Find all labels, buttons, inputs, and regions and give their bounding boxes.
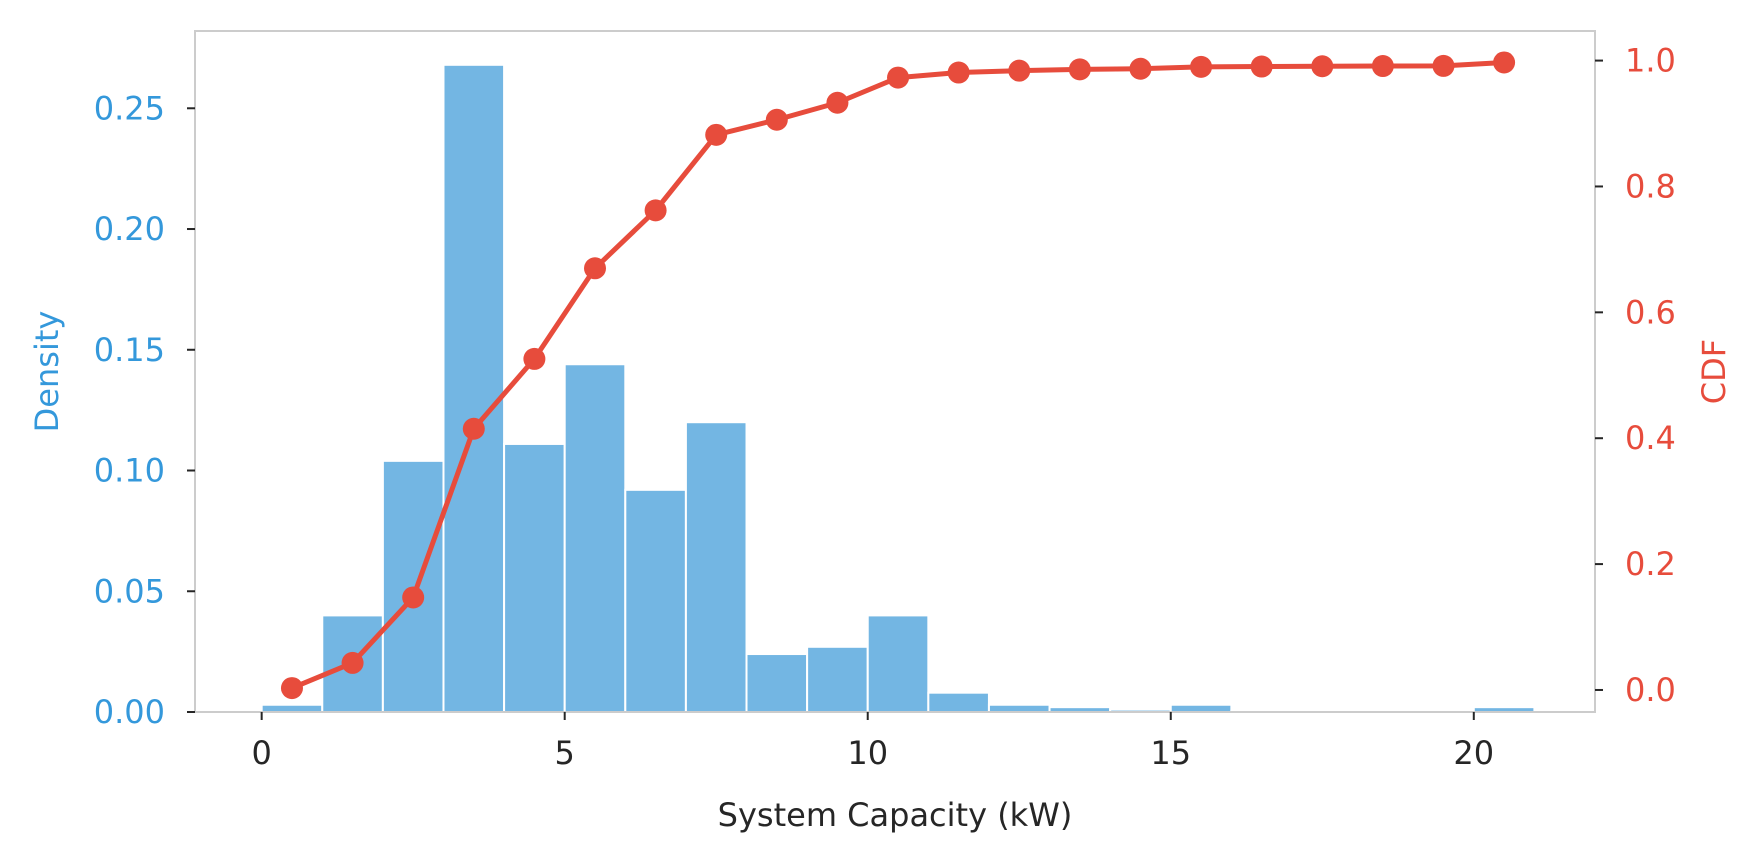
y2-tick-label: 0.6 (1625, 293, 1676, 331)
x-tick-label: 0 (251, 734, 271, 772)
cdf-point (1311, 55, 1334, 78)
density-bar (1169, 703, 1233, 713)
cdf-point (826, 91, 849, 114)
y-tick-label: 0.10 (94, 452, 165, 490)
cdf-point (1250, 55, 1273, 78)
y-tick-label: 0.20 (94, 210, 165, 248)
y2-axis-ticks: 0.0 0.2 0.4 0.6 0.8 1.0 (1595, 42, 1676, 709)
density-bar (745, 653, 809, 713)
y2-tick-label: 0.2 (1625, 545, 1676, 583)
cdf-point (1008, 59, 1031, 82)
cdf-point (1371, 55, 1394, 78)
cdf-point (705, 123, 728, 146)
density-bars (260, 63, 1536, 714)
y2-tick-label: 0.4 (1625, 419, 1676, 457)
y2-tick-label: 0.0 (1625, 671, 1676, 709)
x-tick-label: 20 (1453, 734, 1494, 772)
density-bar (442, 63, 506, 713)
density-bar (503, 442, 566, 713)
cdf-point (584, 257, 606, 280)
y-tick-label: 0.15 (94, 331, 165, 369)
y-axis-ticks: 0.00 0.05 0.10 0.15 0.20 0.25 (94, 89, 195, 731)
x-tick-label: 15 (1150, 734, 1191, 772)
y2-tick-label: 1.0 (1625, 42, 1676, 80)
density-bar (381, 459, 445, 714)
cdf-point (1068, 58, 1091, 81)
plot-frame (194, 30, 1596, 713)
density-bar (927, 691, 990, 713)
x-tick-label: 10 (847, 734, 888, 772)
cdf-point (1493, 51, 1516, 74)
cdf-point (765, 108, 788, 131)
cdf-point (462, 417, 485, 440)
x-tick-label: 5 (555, 734, 575, 772)
density-bar (260, 703, 324, 713)
cdf-point (280, 677, 303, 700)
cdf-point (341, 651, 364, 674)
y2-tick-label: 0.8 (1625, 167, 1676, 205)
density-bar (806, 645, 869, 713)
density-bar (563, 363, 627, 713)
y2-axis-label: CDF (1695, 339, 1733, 404)
x-axis-label: System Capacity (kW) (718, 796, 1073, 834)
cdf-point (887, 66, 910, 89)
cdf-point (1432, 54, 1455, 77)
density-bar (987, 703, 1051, 713)
cdf-point (523, 347, 546, 370)
density-bar (624, 488, 687, 713)
cdf-point (1129, 57, 1152, 80)
density-bar (684, 421, 748, 713)
y-tick-label: 0.25 (94, 89, 165, 127)
x-axis-ticks: 0 5 10 15 20 (251, 712, 1494, 772)
y-tick-label: 0.05 (94, 572, 165, 610)
y-tick-label: 0.00 (94, 693, 165, 731)
cdf-point (947, 61, 970, 84)
cdf-point (644, 199, 667, 222)
density-bar (866, 614, 930, 713)
cdf-line-layer (280, 51, 1516, 700)
cdf-point (402, 586, 425, 609)
cdf-point (1190, 55, 1213, 78)
y-axis-label: Density (28, 311, 66, 433)
